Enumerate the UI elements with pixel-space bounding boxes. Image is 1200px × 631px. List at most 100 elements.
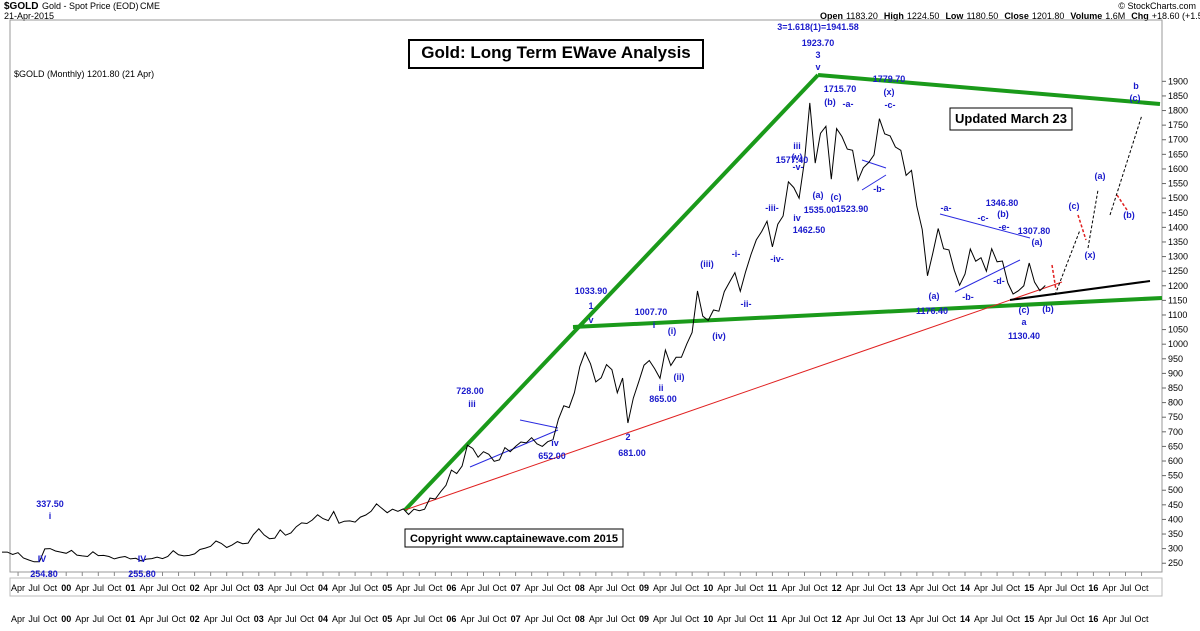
x-tick-label-lower: Apr — [1038, 614, 1052, 624]
x-tick-label-lower: Oct — [172, 614, 187, 624]
x-tick-label-lower: Apr — [717, 614, 731, 624]
wave-label: i — [653, 320, 656, 330]
wave-label: -i- — [732, 249, 741, 259]
wave-label: (a) — [929, 291, 940, 301]
y-tick-label: 1050 — [1168, 325, 1188, 335]
x-tick-label-lower: 12 — [832, 614, 842, 624]
wave-label: v — [588, 315, 593, 325]
x-tick-label: Oct — [107, 583, 122, 593]
x-tick-label-lower: Apr — [204, 614, 218, 624]
x-tick-label-lower: Jul — [863, 614, 875, 624]
trend-line — [1077, 214, 1087, 241]
trend-line — [1009, 280, 1151, 301]
x-tick-label: Oct — [1070, 583, 1085, 593]
y-tick-label: 1200 — [1168, 281, 1188, 291]
x-tick-label: Apr — [1102, 583, 1116, 593]
x-tick-label-lower: Apr — [396, 614, 410, 624]
x-tick-label-lower: Oct — [557, 614, 572, 624]
x-tick-label: Jul — [606, 583, 618, 593]
wave-label: -b- — [962, 292, 974, 302]
y-tick-label: 1500 — [1168, 193, 1188, 203]
wave-label: -ii- — [741, 299, 752, 309]
x-tick-label: Oct — [300, 583, 315, 593]
y-tick-label: 400 — [1168, 514, 1183, 524]
x-tick-label-lower: Oct — [685, 614, 700, 624]
wave-label: -e- — [999, 222, 1010, 232]
y-tick-label: 350 — [1168, 529, 1183, 539]
trend-line — [817, 73, 1161, 106]
x-tick-label: Jul — [542, 583, 554, 593]
wave-label: 2 — [625, 432, 630, 442]
x-tick-label-lower: Oct — [428, 614, 443, 624]
x-tick-label: Oct — [1006, 583, 1021, 593]
x-tick-label-lower: Apr — [781, 614, 795, 624]
x-tick-label: Apr — [589, 583, 603, 593]
x-tick-label: Oct — [942, 583, 957, 593]
x-tick-label-lower: Apr — [75, 614, 89, 624]
y-tick-label: 800 — [1168, 398, 1183, 408]
lower-frame — [9, 577, 1163, 597]
wave-label: IV — [138, 554, 147, 564]
wave-label: -d- — [993, 276, 1005, 286]
wave-label: (b) — [1042, 304, 1054, 314]
x-tick-label: Apr — [75, 583, 89, 593]
y-tick-label: 1800 — [1168, 106, 1188, 116]
wave-label: -iii- — [765, 203, 779, 213]
wave-label: (i) — [668, 326, 677, 336]
y-tick-label: 1450 — [1168, 208, 1188, 218]
x-tick-label: Oct — [878, 583, 893, 593]
wave-label: 1577.40 — [776, 155, 809, 165]
y-tick-label: 1550 — [1168, 179, 1188, 189]
wave-label: 3=1.618(1)=1941.58 — [777, 22, 859, 32]
wave-label: -c- — [885, 100, 896, 110]
x-tick-label: Jul — [285, 583, 297, 593]
note: Updated March 23 — [955, 111, 1067, 126]
x-tick-label-lower: Oct — [43, 614, 58, 624]
x-tick-label: Apr — [974, 583, 988, 593]
x-tick-label-lower: Jul — [991, 614, 1003, 624]
y-tick-label: 500 — [1168, 485, 1183, 495]
trend-line — [1054, 229, 1081, 296]
x-tick-label-lower: Jul — [93, 614, 105, 624]
x-tick-label-lower: Oct — [814, 614, 829, 624]
x-tick-label: Jul — [478, 583, 490, 593]
legend: $GOLD (Monthly) 1201.80 (21 Apr) — [14, 69, 154, 79]
wave-label: 1307.80 — [1018, 226, 1051, 236]
x-tick-label-lower: Apr — [589, 614, 603, 624]
x-tick-label-lower: Apr — [525, 614, 539, 624]
x-tick-label: Jul — [93, 583, 105, 593]
wave-label: iii — [793, 141, 801, 151]
wave-label: 1007.70 — [635, 307, 668, 317]
y-tick-label: 1650 — [1168, 149, 1188, 159]
source: © StockCharts.com — [1118, 1, 1196, 11]
quote-bar: Open 1183.20 High 1224.50 Low 1180.50 Close 120… — [820, 11, 1200, 21]
wave-label: b — [1133, 81, 1139, 91]
wave-label: -c- — [978, 213, 989, 223]
x-tick-label: Oct — [685, 583, 700, 593]
y-tick-label: 950 — [1168, 354, 1183, 364]
wave-label: (x) — [884, 87, 895, 97]
x-tick-label-lower: Oct — [1006, 614, 1021, 624]
x-tick-label-lower: Apr — [653, 614, 667, 624]
x-tick-label: 16 — [1088, 583, 1098, 593]
y-tick-label: 450 — [1168, 500, 1183, 510]
x-tick-label-lower: 16 — [1088, 614, 1098, 624]
x-tick-label: Jul — [221, 583, 233, 593]
trend-line — [861, 174, 887, 191]
quote-label: Close — [1004, 11, 1029, 21]
wave-label: 3 — [815, 50, 820, 60]
quote-label: Chg — [1131, 11, 1149, 21]
copyright-box — [404, 528, 624, 548]
x-tick-label-lower: Jul — [221, 614, 233, 624]
x-tick-label-lower: Jul — [735, 614, 747, 624]
y-tick-label: 900 — [1168, 368, 1183, 378]
x-tick-label: Apr — [525, 583, 539, 593]
x-tick-label: Apr — [396, 583, 410, 593]
x-tick-label-lower: Jul — [542, 614, 554, 624]
wave-label: 1923.70 — [802, 38, 835, 48]
x-tick-label: 15 — [1024, 583, 1034, 593]
y-tick-label: 300 — [1168, 544, 1183, 554]
wave-label: i — [49, 511, 52, 521]
quote-value: 1180.50 — [966, 11, 998, 21]
y-tick-label: 600 — [1168, 456, 1183, 466]
